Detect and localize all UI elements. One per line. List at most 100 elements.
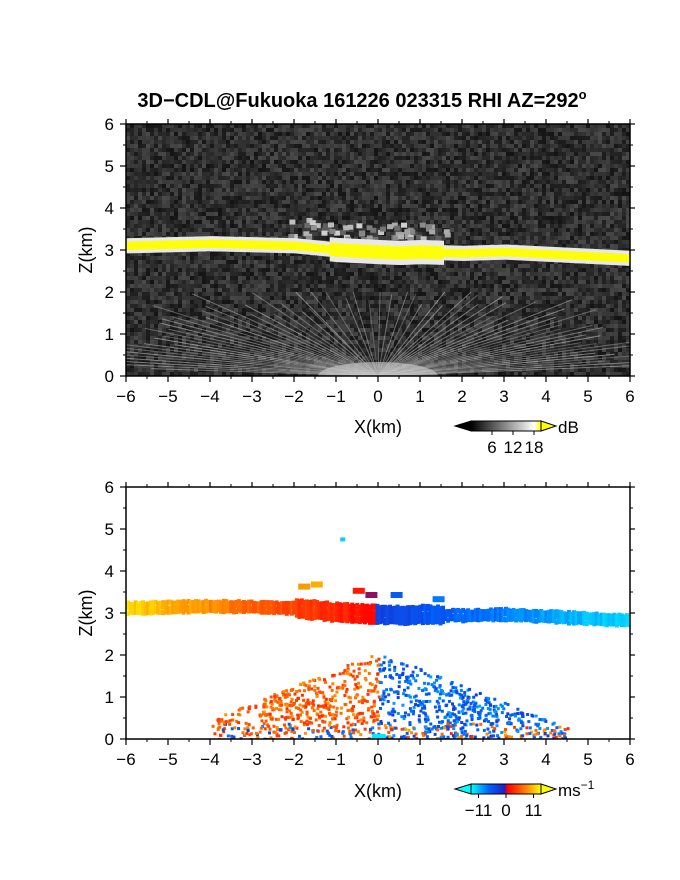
noise-cell — [258, 308, 262, 312]
noise-cell — [218, 180, 222, 184]
noise-cell — [314, 160, 318, 164]
noise-cell — [254, 340, 258, 344]
noise-cell — [258, 312, 262, 316]
noise-cell — [226, 300, 230, 304]
noise-cell — [358, 180, 362, 184]
noise-cell — [258, 292, 262, 296]
noise-cell — [198, 136, 202, 140]
noise-cell — [306, 264, 310, 268]
noise-cell — [218, 256, 222, 260]
noise-cell — [338, 188, 342, 192]
noise-cell — [174, 180, 178, 184]
noise-cell — [234, 256, 238, 260]
noise-cell — [238, 228, 242, 232]
noise-cell — [306, 284, 310, 288]
noise-cell — [418, 140, 422, 144]
noise-cell — [166, 232, 170, 236]
noise-cell — [410, 156, 414, 160]
noise-cell — [334, 208, 338, 212]
noise-cell — [414, 160, 418, 164]
noise-cell — [166, 164, 170, 168]
noise-cell — [230, 260, 234, 264]
noise-cell — [302, 172, 306, 176]
noise-cell — [294, 372, 298, 376]
noise-cell — [298, 232, 302, 236]
noise-cell — [326, 348, 330, 352]
noise-cell — [342, 152, 346, 156]
noise-cell — [286, 224, 290, 228]
noise-cell — [206, 204, 210, 208]
noise-cell — [146, 308, 150, 312]
noise-cell — [390, 200, 394, 204]
noise-cell — [198, 144, 202, 148]
noise-cell — [182, 300, 186, 304]
noise-cell — [374, 348, 378, 352]
noise-cell — [178, 280, 182, 284]
noise-cell — [290, 372, 294, 376]
noise-cell — [234, 168, 238, 172]
noise-cell — [438, 228, 442, 232]
noise-cell — [414, 276, 418, 280]
noise-cell — [218, 144, 222, 148]
noise-cell — [250, 292, 254, 296]
noise-cell — [290, 320, 294, 324]
noise-cell — [226, 212, 230, 216]
noise-cell — [346, 284, 350, 288]
noise-cell — [410, 196, 414, 200]
noise-cell — [306, 172, 310, 176]
noise-cell — [322, 272, 326, 276]
noise-cell — [246, 308, 250, 312]
noise-cell — [246, 256, 250, 260]
noise-cell — [302, 128, 306, 132]
noise-cell — [262, 196, 266, 200]
noise-cell — [434, 284, 438, 288]
noise-cell — [374, 132, 378, 136]
noise-cell — [318, 144, 322, 148]
noise-cell — [350, 232, 354, 236]
noise-cell — [406, 128, 410, 132]
noise-cell — [150, 200, 154, 204]
noise-cell — [178, 160, 182, 164]
noise-cell — [390, 192, 394, 196]
noise-cell — [262, 268, 266, 272]
noise-cell — [186, 312, 190, 316]
noise-cell — [402, 312, 406, 316]
noise-cell — [238, 344, 242, 348]
noise-cell — [238, 156, 242, 160]
noise-cell — [330, 176, 334, 180]
noise-cell — [298, 152, 302, 156]
noise-cell — [174, 312, 178, 316]
noise-cell — [354, 216, 358, 220]
noise-cell — [402, 304, 406, 308]
noise-cell — [194, 224, 198, 228]
noise-cell — [390, 196, 394, 200]
noise-cell — [370, 308, 374, 312]
noise-cell — [374, 336, 378, 340]
noise-cell — [258, 160, 262, 164]
noise-cell — [226, 128, 230, 132]
noise-cell — [250, 184, 254, 188]
noise-cell — [190, 180, 194, 184]
noise-cell — [230, 140, 234, 144]
noise-cell — [286, 296, 290, 300]
noise-cell — [150, 336, 154, 340]
noise-cell — [194, 128, 198, 132]
noise-cell — [422, 176, 426, 180]
noise-cell — [210, 300, 214, 304]
noise-cell — [194, 188, 198, 192]
noise-cell — [238, 300, 242, 304]
noise-cell — [410, 216, 414, 220]
noise-cell — [274, 220, 278, 224]
noise-cell — [274, 216, 278, 220]
noise-cell — [310, 176, 314, 180]
noise-cell — [370, 292, 374, 296]
noise-cell — [166, 264, 170, 268]
noise-cell — [138, 272, 142, 276]
noise-cell — [414, 124, 418, 128]
noise-cell — [438, 360, 442, 364]
noise-cell — [242, 364, 246, 368]
noise-cell — [398, 144, 402, 148]
noise-cell — [310, 188, 314, 192]
noise-cell — [394, 204, 398, 208]
noise-cell — [310, 132, 314, 136]
